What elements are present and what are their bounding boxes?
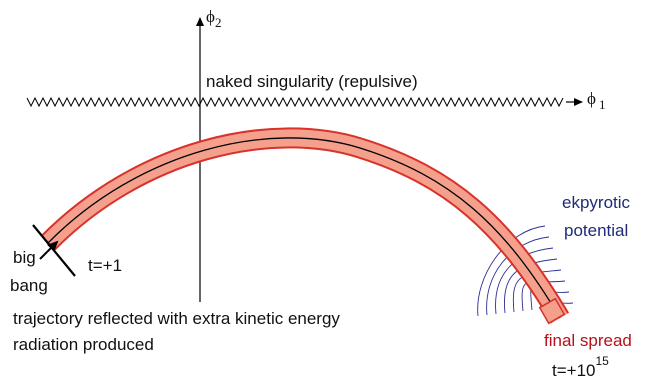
ekpyrotic-label-line1: ekpyrotic [562,193,631,212]
phi2-label: ϕ2 [206,7,221,30]
phi1-subscript: 1 [599,97,606,112]
end-time-exponent: 15 [596,354,610,368]
end-time-base: t=+10 [552,361,596,380]
phi2-subscript: 2 [215,15,222,30]
singularity-label: naked singularity (repulsive) [206,72,418,91]
trajectory-band [48,138,560,318]
ekpyrotic-label-line2: potential [564,221,628,240]
big-bang-label-line2: bang [10,276,48,295]
phi2-symbol: ϕ [206,7,215,26]
end-time-label: t=+1015 [552,354,609,380]
reflection-note-line2: radiation produced [13,335,154,354]
reflection-note-line1: trajectory reflected with extra kinetic … [13,309,340,328]
big-bang-label-line1: big [13,248,36,267]
phi1-symbol: ϕ [587,89,596,108]
final-spread-label: final spread [544,331,632,350]
start-time-label: t=+1 [88,256,122,275]
singularity-zigzag-line [27,98,563,106]
